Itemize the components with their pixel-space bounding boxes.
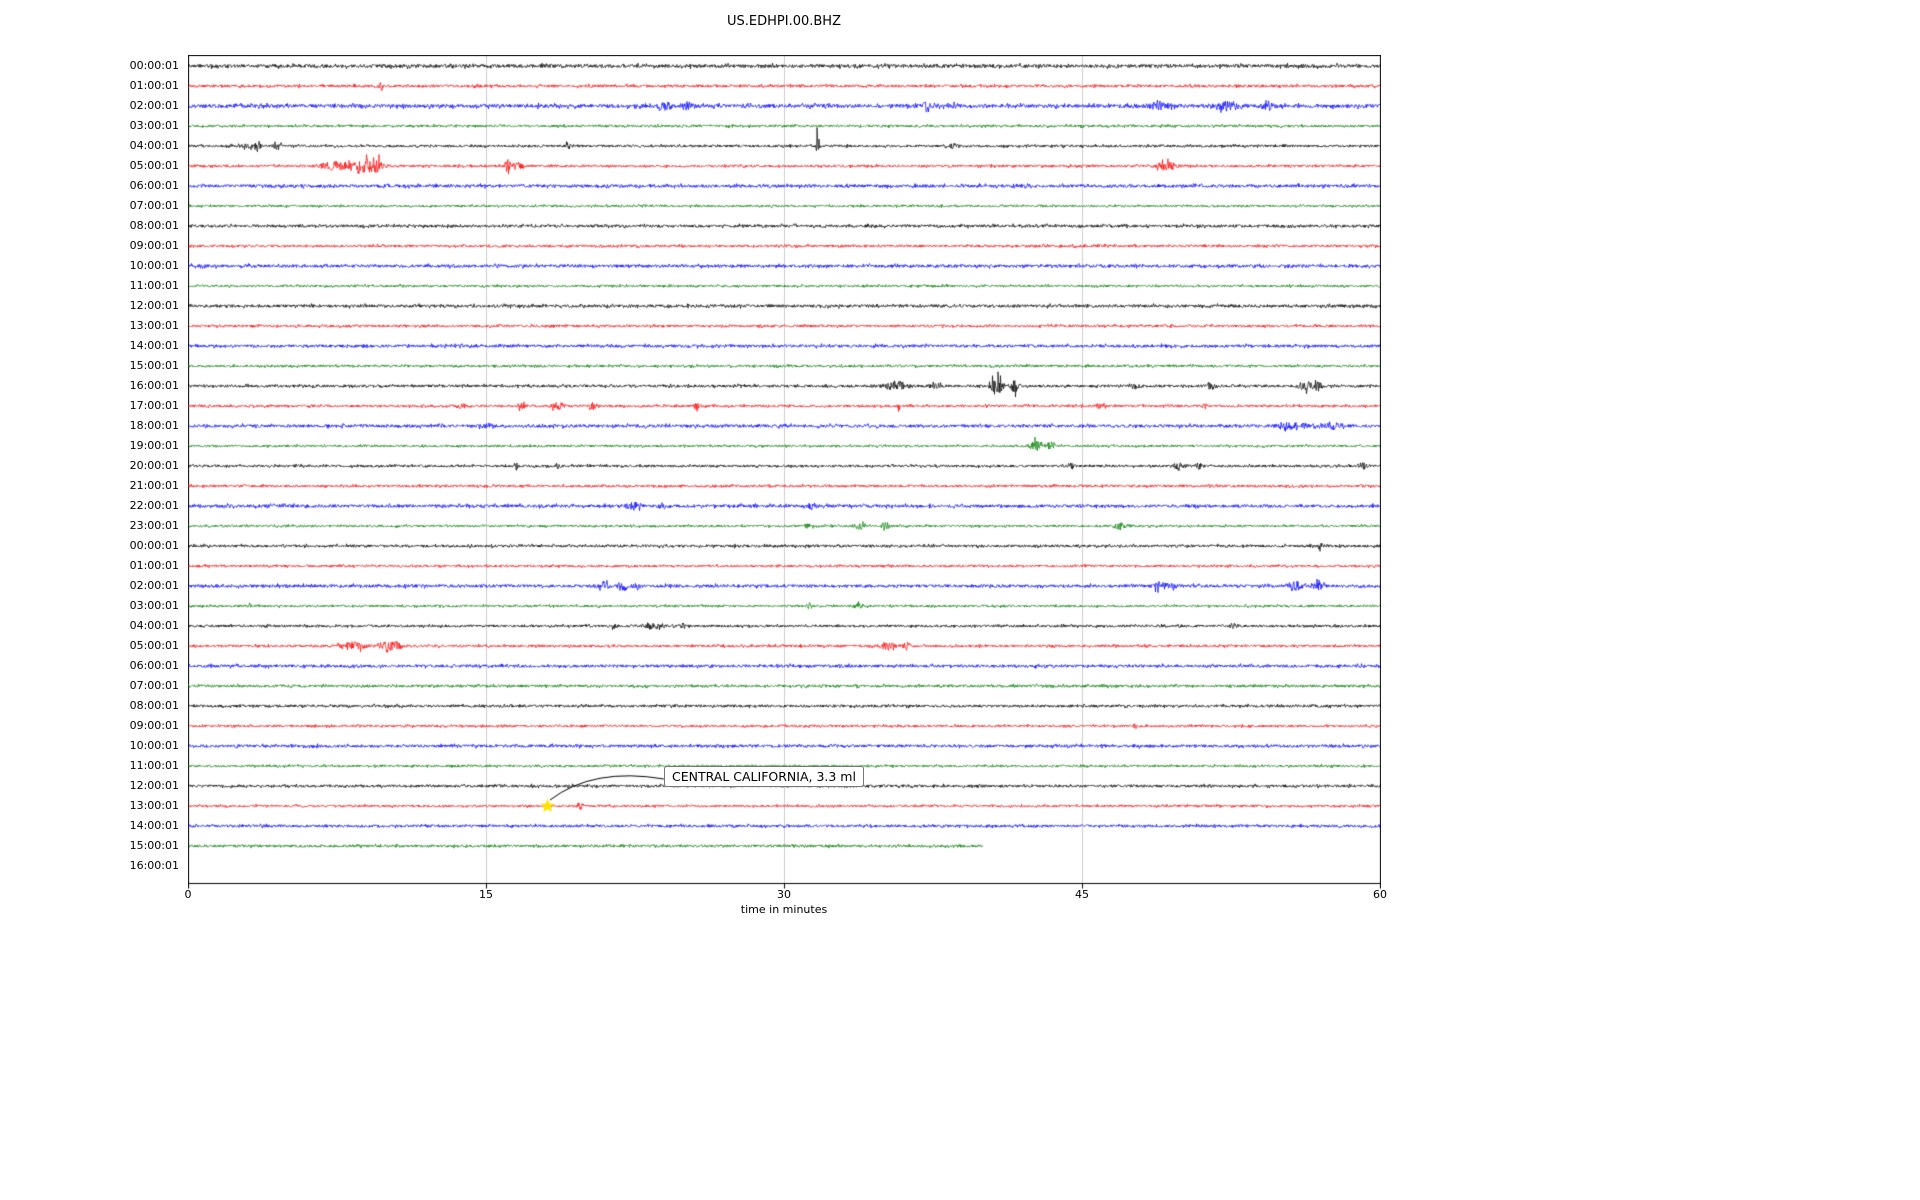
row-label: 22:00:01 [129,499,179,512]
row-label: 00:00:01 [129,539,179,552]
row-label: 02:00:01 [129,579,179,592]
row-label: 05:00:01 [129,639,179,652]
row-label: 05:00:01 [129,159,179,172]
row-label: 23:00:01 [129,519,179,532]
row-label: 12:00:01 [129,299,179,312]
event-annotation: CENTRAL CALIFORNIA, 3.3 ml [664,766,864,787]
row-label: 09:00:01 [129,239,179,252]
row-label: 03:00:01 [129,599,179,612]
row-label: 08:00:01 [129,219,179,232]
row-label: 01:00:01 [129,79,179,92]
row-label: 14:00:01 [129,819,179,832]
row-label: 06:00:01 [129,179,179,192]
row-label: 18:00:01 [129,419,179,432]
seismogram-canvas [188,55,1381,890]
row-label: 20:00:01 [129,459,179,472]
row-label: 15:00:01 [129,359,179,372]
chart-title: US.EDHPI.00.BHZ [727,14,841,29]
row-label: 11:00:01 [129,279,179,292]
row-label: 14:00:01 [129,339,179,352]
row-label: 06:00:01 [129,659,179,672]
x-axis-label: time in minutes [740,903,828,916]
row-label: 01:00:01 [129,559,179,572]
row-label: 15:00:01 [129,839,179,852]
row-label: 08:00:01 [129,699,179,712]
row-label: 09:00:01 [129,719,179,732]
row-label: 03:00:01 [129,119,179,132]
row-label: 02:00:01 [129,99,179,112]
row-label: 04:00:01 [129,619,179,632]
row-label: 13:00:01 [129,799,179,812]
row-label: 13:00:01 [129,319,179,332]
row-label: 16:00:01 [129,379,179,392]
row-label: 07:00:01 [129,199,179,212]
row-label: 19:00:01 [129,439,179,452]
row-label: 10:00:01 [129,739,179,752]
row-label: 11:00:01 [129,759,179,772]
row-label: 04:00:01 [129,139,179,152]
plot-area [188,55,1381,890]
row-label: 07:00:01 [129,679,179,692]
row-label: 17:00:01 [129,399,179,412]
event-annotation-text: CENTRAL CALIFORNIA, 3.3 ml [672,769,856,784]
row-label: 12:00:01 [129,779,179,792]
row-label: 16:00:01 [129,859,179,872]
row-label: 10:00:01 [129,259,179,272]
row-labels: 00:00:01 01:00:01 02:00:01 03:00:01 04:00:01… [0,55,184,885]
row-label: 21:00:01 [129,479,179,492]
row-label: 00:00:01 [129,59,179,72]
